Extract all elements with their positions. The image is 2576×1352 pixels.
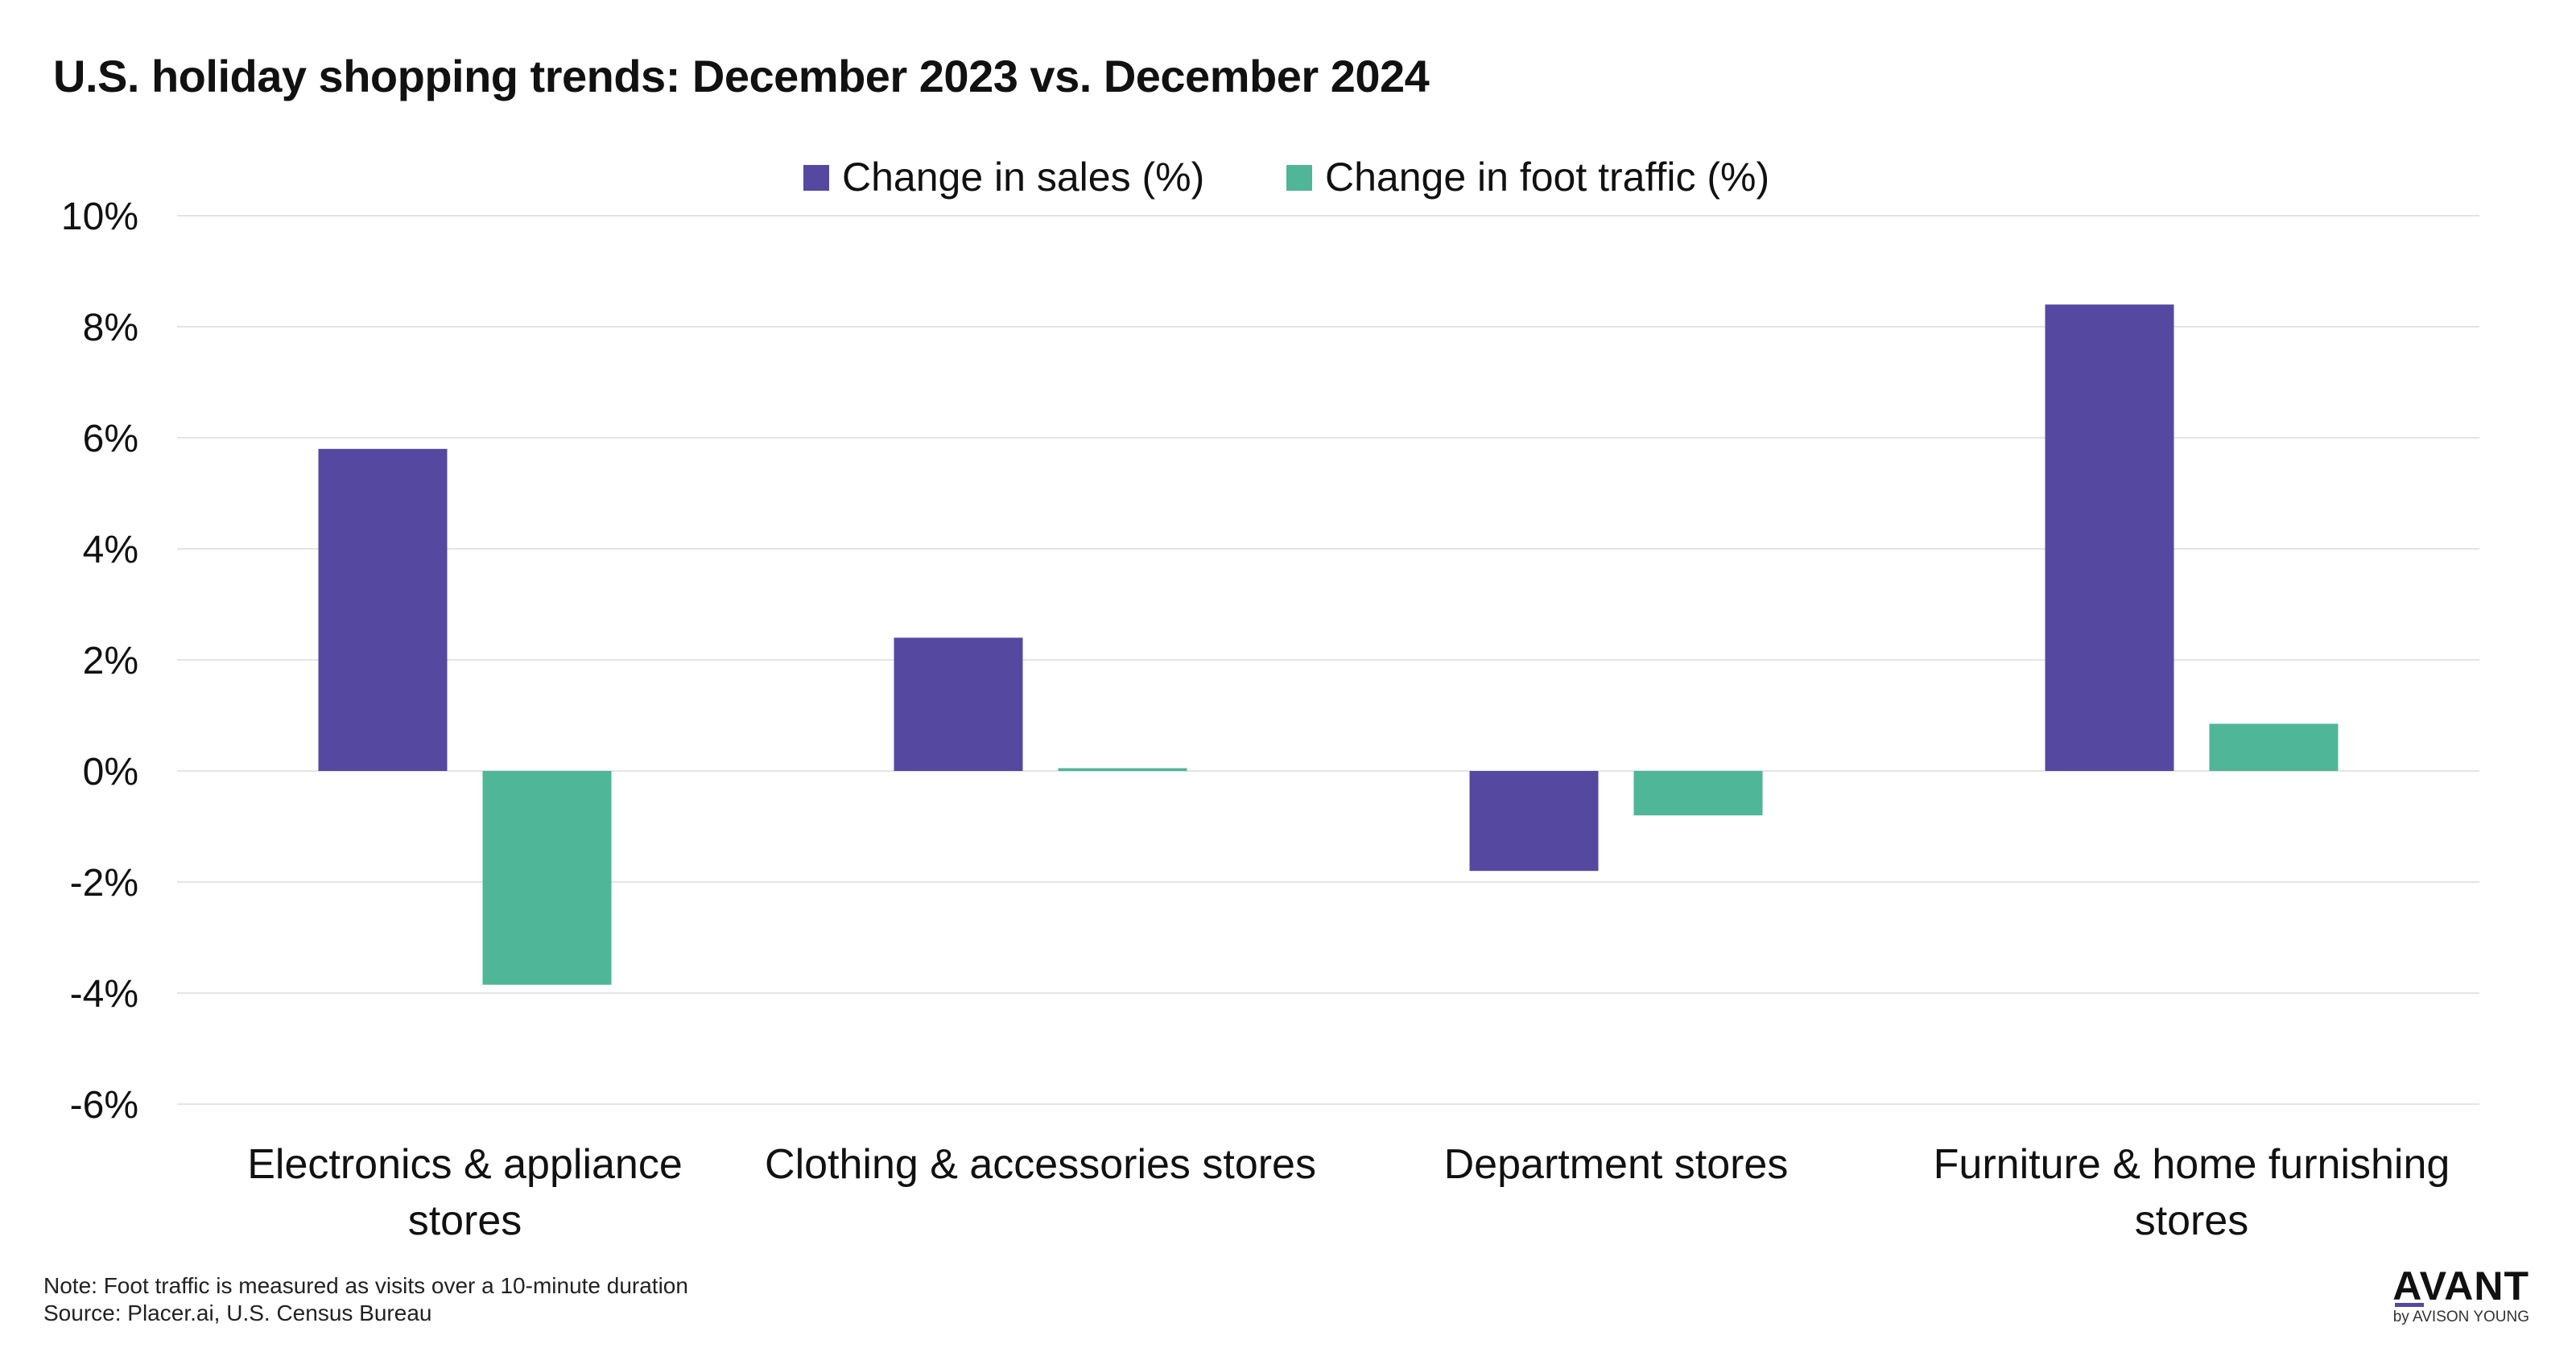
- logo-tagline: by AVISON YOUNG: [2392, 1309, 2529, 1325]
- brand-logo: AVANT by AVISON YOUNG: [2392, 1265, 2529, 1328]
- logo-name: AVANT: [2392, 1263, 2529, 1309]
- x-axis-labels: Electronics & appliance stores Clothing & …: [247, 1141, 2450, 1244]
- y-tick-label: 8%: [83, 307, 138, 349]
- legend-label: Change in foot traffic (%): [1325, 155, 1769, 200]
- x-category-label: Furniture & home furnishing: [1934, 1141, 2450, 1188]
- bar-foot-traffic: [1058, 768, 1187, 771]
- y-tick-label: 2%: [83, 640, 138, 682]
- bar-sales: [318, 448, 448, 771]
- y-axis-ticks: 10% 8% 6% 4% 2% 0% -2% -4% -6%: [61, 196, 138, 1127]
- bar-sales: [894, 637, 1023, 771]
- bar-foot-traffic: [1633, 771, 1763, 816]
- y-tick-label: 6%: [83, 418, 138, 460]
- gridlines: [177, 215, 2479, 1105]
- x-category-label: stores: [408, 1197, 522, 1244]
- legend-swatch: [1286, 165, 1312, 191]
- logo-accent-bar: [2395, 1303, 2425, 1307]
- bars: [318, 304, 2339, 985]
- legend-label: Change in sales (%): [842, 155, 1204, 200]
- y-tick-label: 4%: [83, 529, 138, 571]
- y-tick-label: -4%: [70, 973, 138, 1016]
- footnote: Note: Foot traffic is measured as visits…: [43, 1273, 688, 1298]
- bar-foot-traffic: [2209, 723, 2339, 771]
- x-category-label: Clothing & accessories stores: [765, 1141, 1316, 1188]
- chart-title: U.S. holiday shopping trends: December 2…: [53, 51, 1430, 101]
- y-tick-label: -6%: [70, 1084, 138, 1127]
- x-category-label: Electronics & appliance: [247, 1141, 683, 1188]
- bar-foot-traffic: [482, 771, 612, 985]
- legend: Change in sales (%) Change in foot traffi…: [803, 155, 1769, 200]
- y-tick-label: 10%: [61, 196, 138, 238]
- bar-sales: [2045, 304, 2174, 771]
- logo-wordmark: AVANT: [2392, 1265, 2529, 1307]
- y-tick-label: -2%: [70, 862, 138, 905]
- x-category-label: stores: [2135, 1197, 2249, 1244]
- source-note: Source: Placer.ai, U.S. Census Bureau: [43, 1300, 432, 1325]
- y-tick-label: 0%: [83, 751, 138, 793]
- x-category-label: Department stores: [1444, 1141, 1789, 1188]
- legend-swatch: [803, 165, 829, 191]
- bar-sales: [1469, 771, 1599, 872]
